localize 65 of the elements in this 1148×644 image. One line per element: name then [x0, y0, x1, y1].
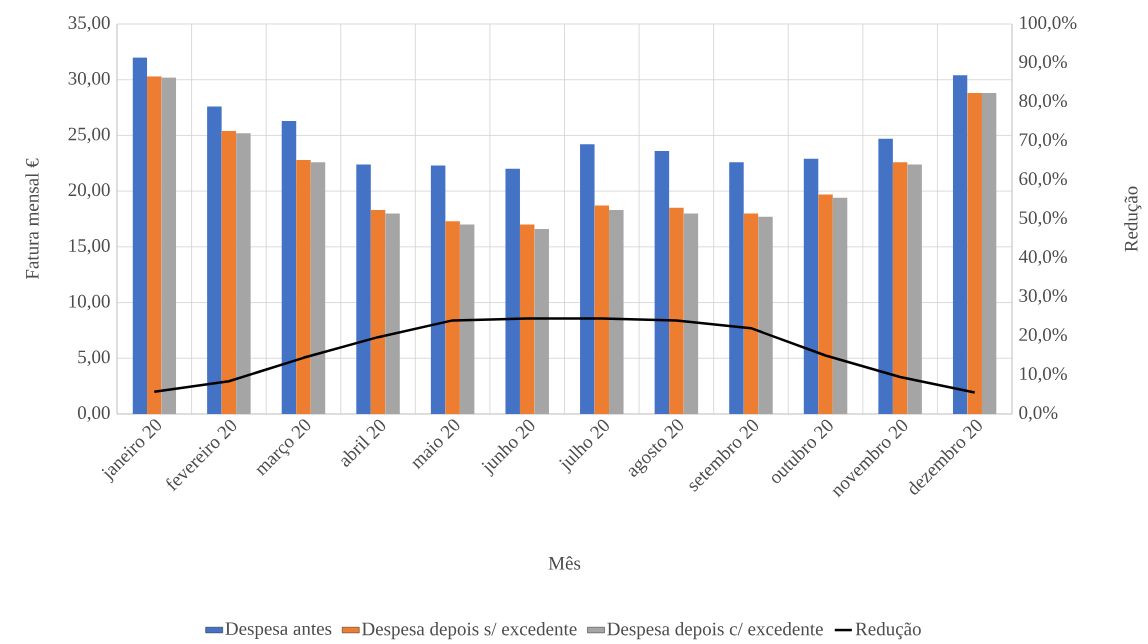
y-axis-title: Fatura mensal € [25, 158, 39, 280]
y-tick-label: 35,00 [68, 16, 110, 32]
bar [385, 213, 400, 414]
y-tick-label: 15,00 [69, 239, 110, 255]
bar [683, 213, 699, 414]
bar [967, 93, 982, 414]
bar [207, 106, 222, 414]
y-tick-label: 10,00 [69, 294, 110, 311]
bar [654, 151, 670, 414]
legend-label: Despesa depois s/ excedente [362, 622, 577, 640]
bar [296, 159, 311, 414]
bar [356, 164, 371, 414]
y-tick-label: 20,00 [68, 183, 110, 199]
y2-axis-title: Redução [1124, 186, 1142, 252]
bar [907, 164, 922, 414]
y2-tick-label: 30,0% [1019, 289, 1067, 305]
bar [758, 216, 773, 414]
legend-label: Despesa depois c/ excedente [607, 622, 823, 640]
bar [981, 93, 997, 414]
bar [832, 197, 848, 414]
bar [594, 205, 610, 414]
bar [370, 210, 386, 414]
y2-tick-label: 60,0% [1019, 172, 1067, 188]
bar [580, 144, 595, 414]
bar [892, 162, 908, 414]
bar [459, 224, 475, 414]
bar [729, 162, 744, 414]
bar [147, 76, 162, 414]
bar [534, 229, 549, 414]
bar [161, 77, 177, 414]
bar [669, 207, 684, 414]
line-series [153, 317, 976, 394]
x-tick-label: abril 20 [341, 419, 386, 467]
y-tick-label: 25,00 [68, 127, 110, 144]
legend-label: Despesa antes [225, 622, 332, 639]
y-tick-label: 5,00 [78, 350, 110, 367]
bar [445, 221, 460, 414]
bar [281, 120, 297, 414]
bar [132, 57, 148, 414]
bar [818, 194, 833, 414]
y-tick-label: 0,00 [77, 406, 110, 422]
bar [519, 224, 535, 414]
y2-tick-label: 90,0% [1019, 55, 1067, 71]
bar [236, 133, 251, 414]
y2-tick-label: 0,0% [1019, 406, 1058, 422]
x-axis-title: Mês [548, 556, 581, 570]
y2-tick-label: 10,0% [1020, 367, 1067, 383]
bar [505, 168, 520, 414]
bar [878, 138, 893, 414]
bar [310, 162, 326, 414]
y2-tick-label: 80,0% [1019, 94, 1067, 110]
legend-label: Redução [855, 622, 921, 640]
y2-tick-label: 50,0% [1019, 211, 1067, 227]
y2-tick-label: 20,0% [1019, 328, 1067, 344]
y2-tick-label: 40,0% [1018, 250, 1067, 266]
bar [609, 210, 624, 414]
y-tick-label: 30,00 [68, 71, 110, 88]
bar [803, 158, 819, 414]
bar [952, 75, 968, 414]
bar [430, 165, 446, 414]
bar [221, 130, 237, 414]
y2-tick-label: 70,0% [1019, 133, 1067, 149]
y2-tick-label: 100,0% [1020, 16, 1077, 32]
x-tick-label: maio 20 [412, 419, 460, 470]
bar [743, 213, 759, 414]
